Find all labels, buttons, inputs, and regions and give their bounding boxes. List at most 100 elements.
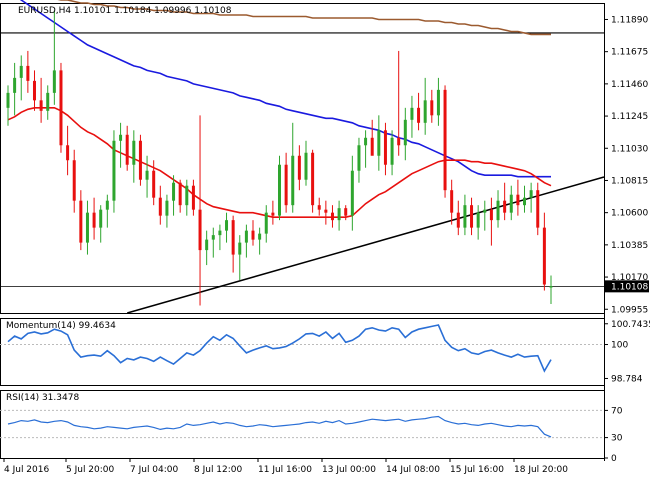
candle-35 [238, 235, 242, 281]
candle-body [105, 200, 109, 210]
candle-body [350, 170, 354, 216]
candle-body [79, 200, 83, 243]
candle-body [152, 170, 156, 198]
candle-53 [357, 137, 361, 183]
candle-body [542, 227, 546, 285]
x-tick-label-2: 7 Jul 04:00 [130, 465, 179, 475]
candle-body [178, 182, 182, 206]
rsi-title: RSI(14) 31.3478 [6, 393, 79, 403]
candle-body [430, 100, 434, 116]
candle-body [496, 200, 500, 221]
x-tick-label-7: 15 Jul 16:00 [450, 465, 504, 475]
candle-20 [138, 134, 142, 186]
panel-frame-1 [0, 318, 605, 386]
candle-23 [158, 185, 162, 225]
candle-body [344, 208, 348, 216]
candle-13 [92, 197, 96, 240]
candle-body [198, 209, 202, 251]
candle-body [52, 70, 56, 93]
candle-39 [264, 205, 268, 243]
candle-body [145, 170, 149, 180]
candle-60 [403, 107, 407, 161]
candle-78 [523, 185, 527, 213]
candle-54 [364, 130, 368, 168]
candle-body [278, 164, 281, 216]
candle-4 [32, 70, 36, 111]
candle-67 [450, 179, 454, 225]
candle-body [410, 107, 414, 120]
candle-body [138, 140, 142, 180]
candle-body [397, 137, 401, 146]
candle-24 [165, 194, 169, 228]
candle-body [436, 89, 440, 116]
candle-38 [258, 227, 262, 255]
price-panel [0, 0, 605, 314]
candle-body [284, 164, 288, 206]
candle-43 [291, 122, 295, 213]
candle-37 [251, 220, 255, 246]
candle-body [85, 212, 89, 243]
candle-11 [79, 190, 83, 251]
candle-body [99, 209, 103, 228]
candle-body [231, 220, 235, 255]
candle-48 [324, 200, 328, 225]
candle-body [191, 185, 195, 210]
candle-76 [509, 185, 513, 221]
candle-45 [304, 140, 308, 186]
candle-body [304, 152, 308, 180]
momentum-line [7, 324, 552, 373]
candle-75 [503, 182, 507, 221]
x-tick-label-6: 14 Jul 08:00 [386, 465, 440, 475]
candle-33 [225, 212, 229, 243]
candle-56 [377, 115, 381, 171]
candle-26 [178, 179, 182, 213]
candle-1 [13, 62, 17, 116]
candle-42 [284, 152, 288, 213]
candle-body [125, 134, 129, 165]
x-tick-label-3: 8 Jul 12:00 [194, 465, 243, 475]
candle-body [132, 140, 136, 165]
candle-51 [344, 205, 348, 221]
momentum-tick-label-2: 98.784 [611, 374, 643, 384]
candle-body [297, 155, 301, 180]
candle-30 [205, 230, 209, 266]
candle-body [271, 212, 275, 216]
candle-body [13, 77, 17, 93]
candle-body [258, 233, 262, 240]
candle-body [291, 155, 295, 206]
candle-body [456, 212, 460, 228]
candle-body [483, 209, 487, 213]
momentum-tick-label-1: 100 [611, 341, 628, 351]
candle-body [529, 190, 533, 198]
candle-31 [211, 227, 215, 258]
candle-body [32, 80, 36, 101]
candle-body [238, 242, 242, 255]
candle-32 [218, 224, 222, 251]
candle-69 [463, 194, 467, 236]
candle-10 [72, 149, 76, 213]
candle-59 [397, 50, 401, 156]
rsi-line [7, 415, 552, 438]
candle-body [337, 208, 341, 221]
rsi-tick-label-1: 30 [611, 434, 623, 444]
axes: 1.11890 1.11675 1.11460 1.11245 1.11030 1.108… [3, 15, 650, 475]
price-tick-label-4: 1.11030 [611, 144, 648, 154]
candle-body [403, 119, 407, 146]
price-tick-label-8: 1.10170 [611, 273, 648, 283]
candle-15 [105, 194, 109, 228]
candle-66 [443, 85, 447, 198]
current-price-tag [605, 280, 649, 293]
candle-50 [337, 200, 341, 231]
candle-body [172, 182, 176, 201]
candle-body [112, 140, 116, 201]
candle-6 [46, 85, 50, 120]
candle-body [489, 209, 493, 221]
candle-57 [383, 122, 387, 176]
candle-body [264, 212, 268, 234]
candle-65 [436, 77, 440, 126]
candle-body [377, 130, 381, 156]
x-tick-label-4: 11 Jul 16:00 [258, 465, 312, 475]
candle-36 [244, 224, 248, 258]
